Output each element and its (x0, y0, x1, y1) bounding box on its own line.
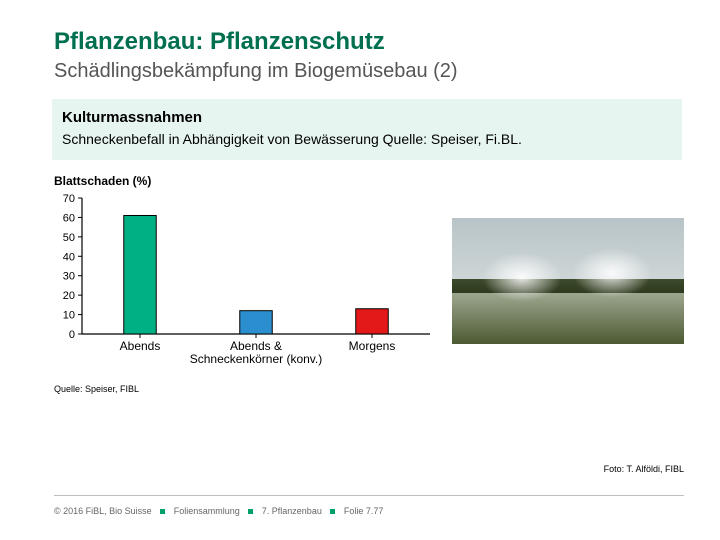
svg-text:Morgens: Morgens (349, 339, 396, 353)
source-right: Foto: T. Alföldi, FIBL (604, 464, 684, 474)
svg-text:40: 40 (63, 251, 75, 263)
svg-text:70: 70 (63, 194, 75, 205)
footer: © 2016 FiBL, Bio Suisse Foliensammlung 7… (54, 506, 383, 516)
page-subtitle: Schädlingsbekämpfung im Biogemüsebau (2) (54, 60, 680, 83)
bar-chart: 0 10 20 30 40 50 60 70 Abends Abends &Schneckenkö… (54, 194, 434, 378)
page-title: Pflanzenbau: Pflanzenschutz (54, 28, 680, 56)
source-left: Quelle: Speiser, FIBL (54, 384, 680, 394)
chart-area: Blattschaden (%) 0 10 20 30 40 50 60 70 Abends Ab… (54, 174, 680, 394)
footer-part-3: Folie 7.77 (344, 506, 384, 516)
footer-part-2: 7. Pflanzenbau (262, 506, 322, 516)
svg-text:60: 60 (63, 213, 75, 225)
svg-text:20: 20 (63, 290, 75, 302)
svg-text:30: 30 (63, 271, 75, 283)
svg-text:0: 0 (69, 329, 75, 341)
footer-copyright: © 2016 FiBL, Bio Suisse (54, 506, 152, 516)
accent-square-icon (160, 509, 165, 514)
accent-square-icon (330, 509, 335, 514)
footer-divider (54, 495, 684, 496)
svg-text:10: 10 (63, 310, 75, 322)
svg-text:Schneckenkörner (konv.): Schneckenkörner (konv.) (190, 352, 323, 366)
chart-title: Blattschaden (%) (54, 174, 680, 188)
info-band: Kulturmassnahmen Schneckenbefall in Abhä… (52, 99, 682, 160)
accent-square-icon (248, 509, 253, 514)
illustration-photo (452, 218, 684, 344)
svg-text:50: 50 (63, 232, 75, 244)
svg-text:Abends &: Abends & (230, 339, 282, 353)
slide: Pflanzenbau: Pflanzenschutz Schädlingsbe… (0, 0, 720, 540)
band-text: Schneckenbefall in Abhängigkeit von Bewä… (62, 130, 672, 148)
svg-text:Abends: Abends (120, 339, 161, 353)
band-heading: Kulturmassnahmen (62, 109, 672, 126)
footer-part-1: Foliensammlung (174, 506, 240, 516)
